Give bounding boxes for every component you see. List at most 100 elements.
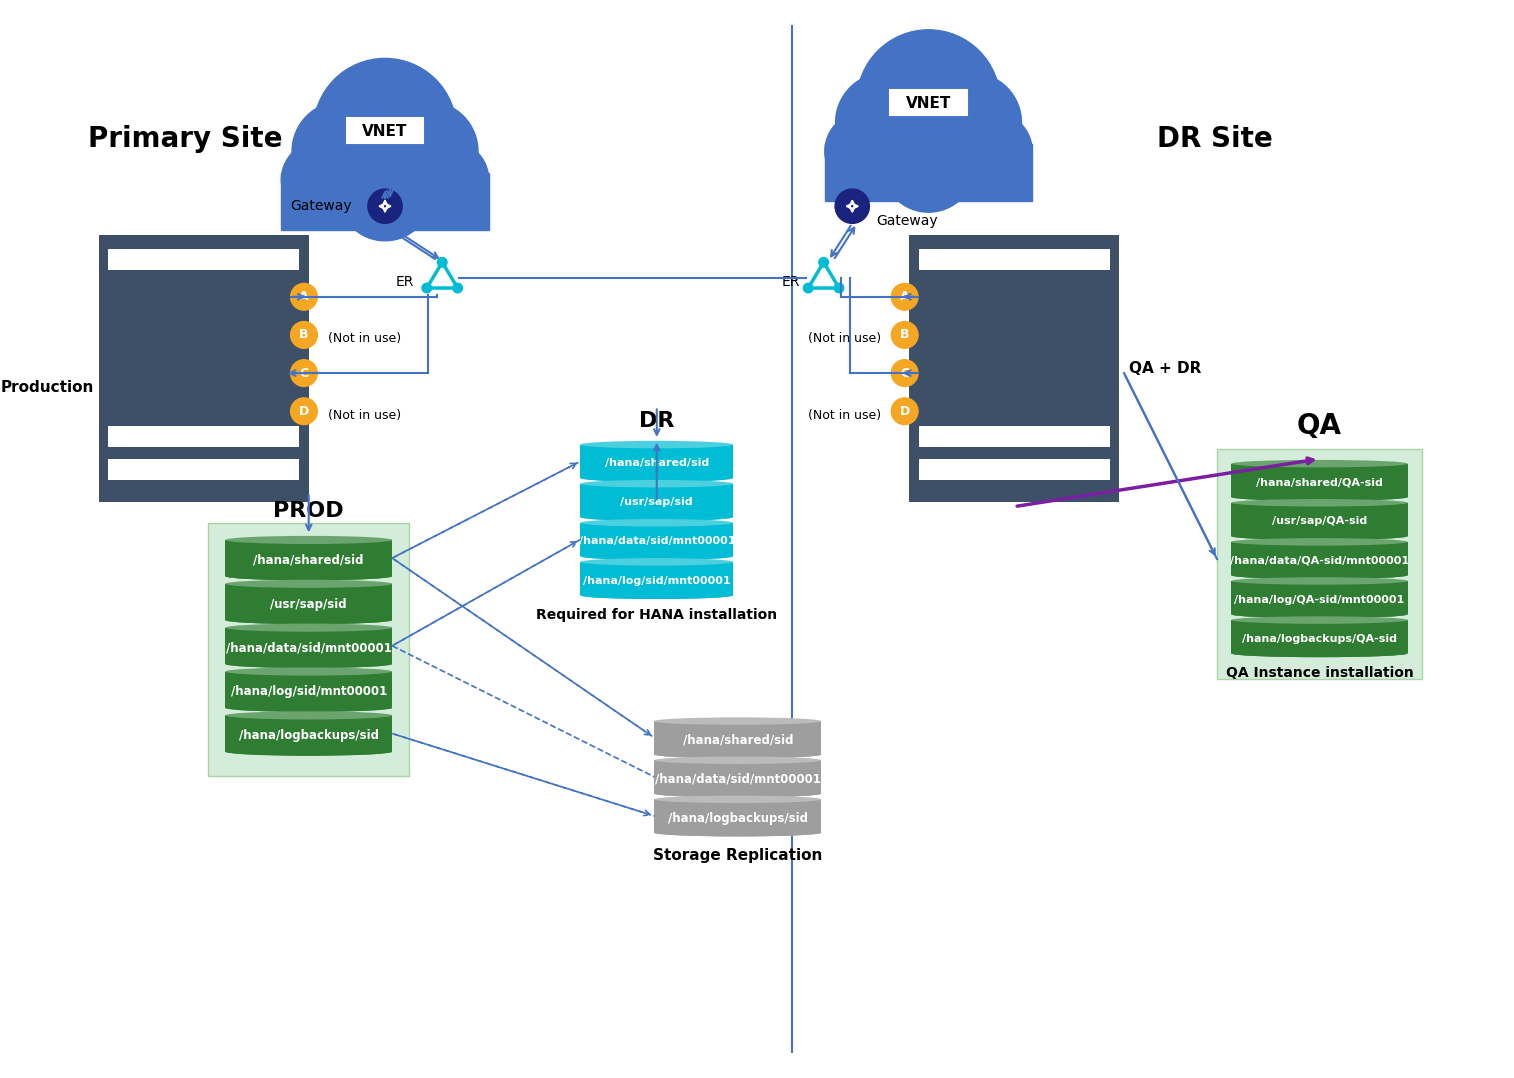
- Ellipse shape: [1231, 610, 1408, 618]
- Ellipse shape: [226, 660, 392, 668]
- Text: /hana/shared/sid: /hana/shared/sid: [683, 733, 793, 746]
- Ellipse shape: [1231, 494, 1408, 501]
- FancyBboxPatch shape: [207, 523, 409, 776]
- Text: C: C: [300, 367, 309, 379]
- Ellipse shape: [1231, 571, 1408, 579]
- FancyBboxPatch shape: [654, 760, 821, 793]
- FancyBboxPatch shape: [825, 144, 1033, 202]
- FancyBboxPatch shape: [109, 426, 300, 446]
- Ellipse shape: [226, 572, 392, 580]
- Circle shape: [834, 284, 843, 293]
- Ellipse shape: [1231, 577, 1408, 584]
- FancyBboxPatch shape: [1231, 502, 1408, 536]
- FancyBboxPatch shape: [98, 235, 309, 502]
- Ellipse shape: [226, 667, 392, 676]
- FancyBboxPatch shape: [654, 721, 821, 755]
- Text: Production: Production: [2, 379, 94, 395]
- Text: /hana/data/QA-sid/mnt00001: /hana/data/QA-sid/mnt00001: [1229, 555, 1410, 566]
- FancyBboxPatch shape: [919, 459, 1110, 480]
- Text: DR: DR: [639, 411, 674, 431]
- Circle shape: [892, 398, 917, 425]
- FancyBboxPatch shape: [1217, 450, 1422, 679]
- Text: VNET: VNET: [362, 124, 407, 139]
- Text: /hana/shared/sid: /hana/shared/sid: [604, 458, 709, 468]
- Ellipse shape: [226, 580, 392, 588]
- Ellipse shape: [226, 660, 392, 668]
- Text: /hana/shared/QA-sid: /hana/shared/QA-sid: [1257, 478, 1382, 487]
- FancyBboxPatch shape: [890, 89, 966, 114]
- Ellipse shape: [654, 750, 821, 758]
- Text: QA + DR: QA + DR: [1129, 361, 1201, 376]
- Ellipse shape: [654, 790, 821, 798]
- FancyBboxPatch shape: [580, 444, 733, 478]
- Circle shape: [313, 58, 457, 202]
- Circle shape: [819, 258, 828, 267]
- FancyBboxPatch shape: [226, 672, 392, 708]
- Circle shape: [282, 140, 360, 219]
- Circle shape: [422, 284, 431, 293]
- Ellipse shape: [1231, 494, 1408, 501]
- Circle shape: [339, 148, 431, 240]
- Ellipse shape: [1231, 460, 1408, 468]
- Circle shape: [368, 189, 403, 223]
- FancyBboxPatch shape: [654, 799, 821, 832]
- FancyBboxPatch shape: [580, 523, 733, 556]
- Text: Gateway: Gateway: [877, 213, 937, 227]
- Ellipse shape: [654, 796, 821, 803]
- Text: /hana/logbackups/QA-sid: /hana/logbackups/QA-sid: [1241, 634, 1397, 644]
- Text: /hana/log/sid/mnt00001: /hana/log/sid/mnt00001: [583, 576, 731, 585]
- Text: /hana/logbackups/sid: /hana/logbackups/sid: [239, 729, 378, 742]
- Ellipse shape: [226, 747, 392, 756]
- FancyBboxPatch shape: [226, 627, 392, 664]
- Text: ER: ER: [781, 276, 799, 290]
- Text: C: C: [901, 367, 910, 379]
- Circle shape: [883, 120, 975, 212]
- Ellipse shape: [226, 616, 392, 624]
- FancyBboxPatch shape: [919, 249, 1110, 271]
- FancyBboxPatch shape: [1231, 620, 1408, 653]
- FancyBboxPatch shape: [109, 249, 300, 271]
- Ellipse shape: [654, 790, 821, 798]
- Ellipse shape: [580, 558, 733, 566]
- Text: QA: QA: [1297, 412, 1341, 440]
- Ellipse shape: [226, 704, 392, 711]
- Circle shape: [892, 321, 917, 348]
- Ellipse shape: [580, 592, 733, 599]
- Ellipse shape: [580, 552, 733, 559]
- Text: B: B: [300, 329, 309, 342]
- Text: /hana/shared/sid: /hana/shared/sid: [253, 554, 363, 567]
- Ellipse shape: [226, 623, 392, 632]
- Ellipse shape: [580, 552, 733, 559]
- Circle shape: [857, 30, 1001, 172]
- FancyBboxPatch shape: [1231, 464, 1408, 497]
- FancyBboxPatch shape: [226, 716, 392, 751]
- Circle shape: [836, 189, 869, 223]
- Text: /usr/sap/sid: /usr/sap/sid: [271, 597, 347, 610]
- Text: B: B: [899, 329, 910, 342]
- Circle shape: [922, 72, 1022, 172]
- Circle shape: [378, 101, 478, 202]
- FancyBboxPatch shape: [580, 484, 733, 517]
- Text: D: D: [899, 404, 910, 418]
- Text: A: A: [899, 290, 910, 303]
- Text: ER: ER: [395, 276, 413, 290]
- FancyBboxPatch shape: [226, 584, 392, 620]
- Text: QA Instance installation: QA Instance installation: [1226, 666, 1414, 680]
- FancyBboxPatch shape: [1231, 542, 1408, 576]
- FancyBboxPatch shape: [580, 562, 733, 595]
- FancyBboxPatch shape: [347, 119, 422, 143]
- Ellipse shape: [580, 592, 733, 599]
- Ellipse shape: [226, 704, 392, 711]
- Circle shape: [804, 284, 813, 293]
- Text: /hana/log/sid/mnt00001: /hana/log/sid/mnt00001: [230, 686, 388, 699]
- Ellipse shape: [1231, 538, 1408, 545]
- Ellipse shape: [1231, 533, 1408, 540]
- Text: (Not in use): (Not in use): [808, 409, 881, 421]
- Ellipse shape: [580, 441, 733, 448]
- Ellipse shape: [580, 513, 733, 521]
- Ellipse shape: [226, 747, 392, 756]
- Text: Gateway: Gateway: [291, 199, 351, 213]
- Ellipse shape: [226, 616, 392, 624]
- Text: /hana/data/sid/mnt00001: /hana/data/sid/mnt00001: [578, 537, 734, 547]
- Ellipse shape: [654, 829, 821, 837]
